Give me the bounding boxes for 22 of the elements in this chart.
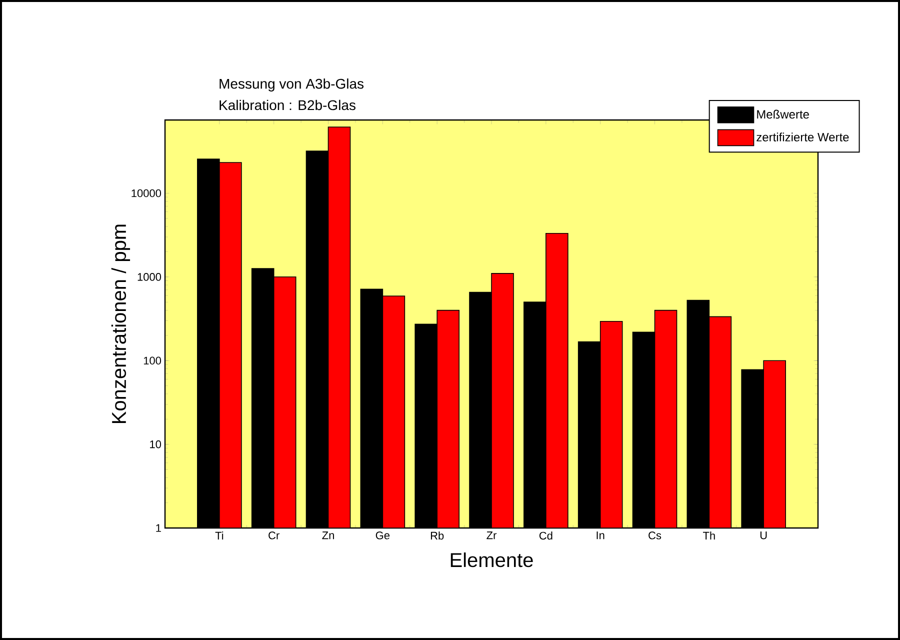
x-tick-label: Ti [215,532,224,540]
y-tick-label: 1000 [138,273,162,281]
x-tick-label: Zr [486,532,497,540]
chart-title: Messung von A3b-Glas [220,78,364,92]
x-tick-label: Cs [648,532,662,540]
x-tick-label: Th [703,532,715,540]
x-tick-label: U [760,532,767,540]
x-tick-label: In [596,532,604,540]
y-tick-label: 10000 [132,189,162,198]
x-tick-label: Zn [322,532,334,540]
legend-label: Meßwerte [757,110,809,119]
y-tick-label: 1 [156,524,161,532]
x-tick-label: Cd [539,532,552,540]
x-tick-label: Cr [268,532,280,540]
x-axis-title: Elemente [450,552,533,568]
x-tick-label: Ge [376,532,390,540]
legend-label: zertifizierte Werte [756,132,849,142]
y-tick-label: 10 [150,440,162,448]
x-tick-label: Rb [430,532,444,540]
y-axis-title: Konzentrationen / ppm [111,224,130,423]
y-tick-label: 100 [144,356,162,364]
chart-subtitle: Kalibration : B2b-Glas [220,100,356,110]
